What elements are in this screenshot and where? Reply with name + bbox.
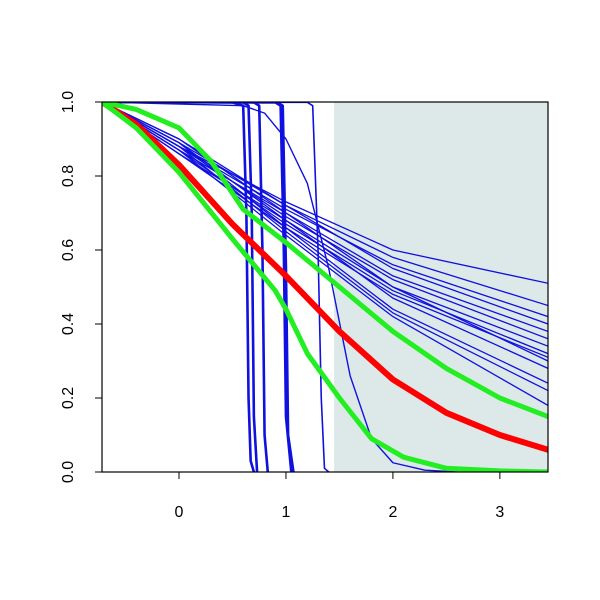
y-tick-label: 0.0 bbox=[60, 461, 77, 483]
series-layer bbox=[102, 102, 548, 472]
x-axis: 0 1 2 3 bbox=[175, 472, 504, 521]
y-tick-label: 1.0 bbox=[60, 91, 77, 113]
y-axis: 0.0 0.2 0.4 0.6 0.8 1.0 bbox=[60, 91, 102, 483]
series-line-22-red bbox=[102, 102, 548, 453]
plot-frame bbox=[101, 101, 549, 473]
x-tick-label: 3 bbox=[495, 504, 504, 521]
y-tick-label: 0.8 bbox=[60, 165, 77, 187]
series-line-23-green bbox=[102, 102, 548, 419]
y-tick-label: 0.6 bbox=[60, 239, 77, 261]
series-line-21-blue bbox=[102, 102, 458, 472]
x-tick-label: 0 bbox=[175, 504, 184, 521]
y-tick-label: 0.4 bbox=[60, 313, 77, 335]
x-tick-label: 1 bbox=[282, 504, 291, 521]
x-tick-label: 2 bbox=[388, 504, 397, 521]
series-line-24-green bbox=[102, 102, 548, 472]
y-tick-label: 0.2 bbox=[60, 387, 77, 409]
shaded-region bbox=[334, 102, 548, 472]
